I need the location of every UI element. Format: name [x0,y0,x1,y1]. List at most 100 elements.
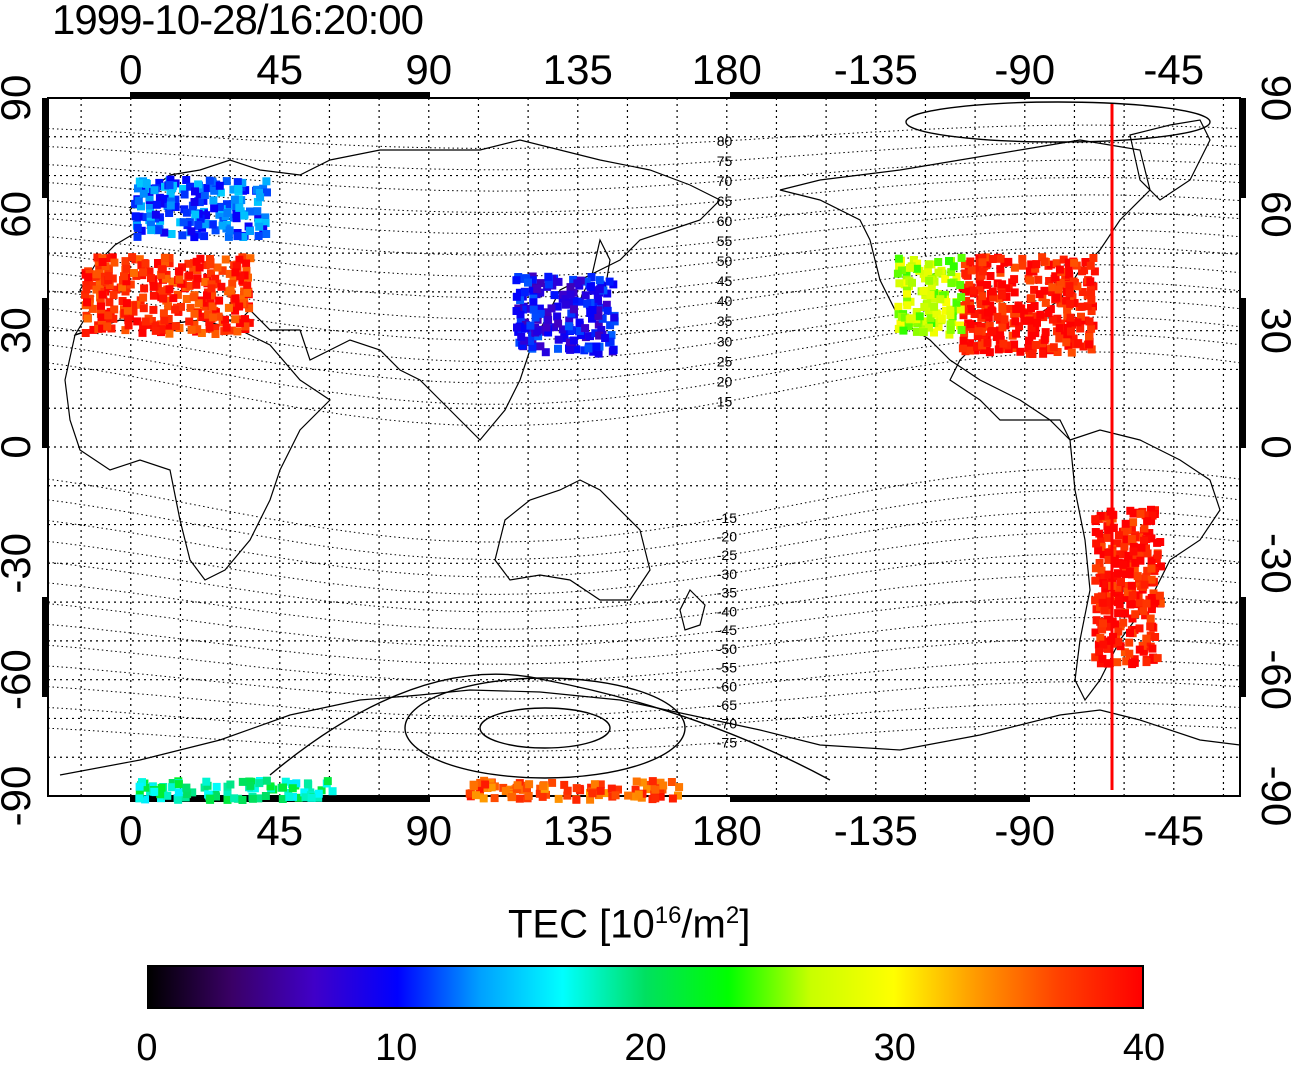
tec-cell [129,301,138,310]
graticule [48,98,1240,796]
mlat-contour [47,574,1241,630]
tec-cell [1091,628,1100,637]
tec-cell [957,293,966,302]
tec-cell [976,281,985,290]
tec-cell [1057,319,1066,328]
tec-cell [155,193,164,202]
tec-cell [89,325,98,334]
tec-cell [1097,566,1106,575]
right-lat-tick: -30 [1253,533,1292,594]
tec-cell [632,777,641,786]
tec-cell [526,321,535,330]
coast-antarctica [59,689,1241,776]
tec-cell [1067,348,1076,357]
tec-cell [512,307,521,315]
tec-cell [982,345,991,354]
tec-cell [919,328,928,337]
tec-cell [479,794,488,803]
tec-cell [194,180,203,189]
tec-cell [903,290,911,299]
tec-cell [957,253,966,262]
tec-cell [241,315,249,324]
tec-cell [218,266,227,275]
mlat-label: -25 [717,547,737,563]
tec-cell [977,313,986,322]
tec-cell [262,177,271,186]
tec-cell [261,792,270,800]
tec-cell [554,335,563,344]
tec-cell [569,275,578,284]
bottom-lon-tick: 90 [405,807,452,854]
tec-cell [607,331,616,340]
tec-cell [186,303,195,312]
mlat-contour [47,142,1241,171]
tec-cell [675,783,684,792]
tec-cell [631,785,640,794]
tec-cell [292,779,301,788]
tec-cell [229,185,238,194]
tec-cell [133,232,142,241]
tec-cell [542,323,551,332]
tec-cell [614,785,622,794]
tec-cell [912,327,921,336]
tec-cell [1095,529,1104,538]
tec-cell [1040,286,1049,295]
tec-cell [572,345,581,354]
tec-cell [215,210,224,219]
tec-cell [513,781,522,790]
tec-cell [1004,257,1013,266]
tec-cell [594,791,603,800]
tec-cell [159,309,168,318]
tec-cell [139,189,148,198]
tec-cell [544,280,553,289]
tec-cell [1098,654,1107,663]
tec-cell [266,782,275,791]
tec-cell [159,294,168,303]
tec-cell [992,333,1001,341]
tec-cell [165,254,174,262]
mlat-label: 50 [717,253,733,269]
tec-cell [927,282,936,291]
tec-cell [927,319,936,328]
tec-cell [146,212,155,221]
tec-cell [208,302,217,311]
tec-cell [146,204,154,212]
tec-cell [203,273,212,282]
tec-cell [323,777,332,786]
left-lat-tick: -60 [0,649,39,710]
tec-cell [187,325,196,334]
tec-cell [476,784,485,793]
tec-cell [238,777,247,786]
tec-cell [596,780,605,789]
tec-cell [246,781,255,790]
tec-cell [124,321,133,330]
tec-cell [134,196,143,205]
tec-cell [166,175,175,184]
tec-cell [240,211,249,220]
tec-cell [1142,573,1151,582]
tec-cell [134,184,142,193]
tec-cell [221,255,230,264]
tec-cell [1025,316,1034,325]
tec-cell [1092,539,1101,548]
tec-cell [1103,522,1112,531]
right-lat-tick: 60 [1253,191,1292,238]
tec-cell [81,290,90,299]
tec-cell [1155,591,1164,600]
colorbar-title: TEC [1016/m2] [508,902,751,947]
tec-cell [1100,606,1109,615]
tec-cell [169,294,178,303]
tec-cell [174,788,183,797]
tec-cell [242,266,251,275]
tec-cell [570,297,579,305]
tec-cell [1140,536,1148,545]
tec-cell [896,319,905,328]
tec-cell [977,309,986,318]
tec-cell [209,313,218,322]
tec-cell [1148,511,1157,520]
tec-cell [149,291,158,300]
tec-cell [191,187,199,196]
tec-cell [583,299,592,308]
tec-cell [587,273,596,281]
tec-cell [1131,610,1140,619]
